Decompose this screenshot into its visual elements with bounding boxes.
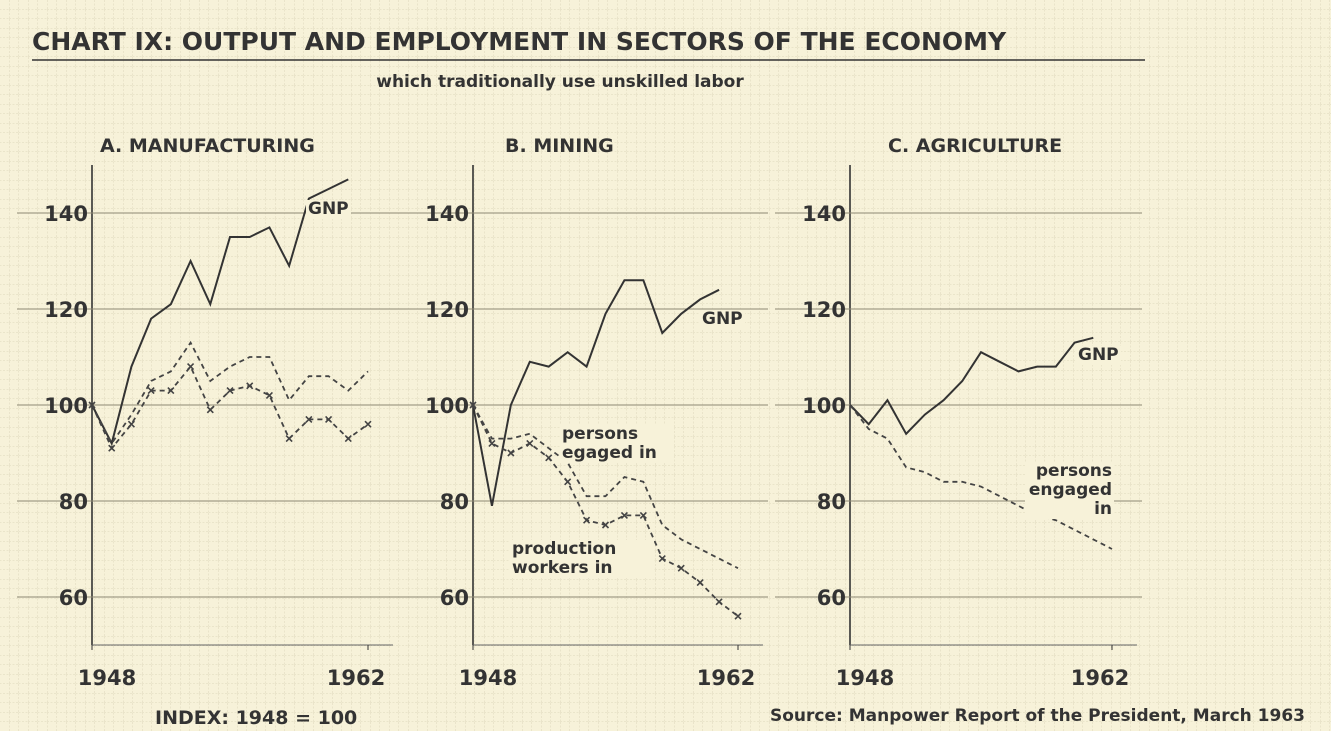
series-line [91,178,349,447]
y-tick-label: 80 [817,490,846,514]
x-marker [167,387,175,395]
x-marker [246,382,254,390]
x-marker [147,387,155,395]
panel-title: C. AGRICULTURE [888,135,1062,157]
x-tick-label: 1962 [327,666,385,690]
series-line [849,404,1113,550]
y-tick-label: 120 [44,298,88,322]
x-tick-label: 1948 [459,666,517,690]
x-marker [639,511,647,519]
x-marker [601,521,610,529]
x-marker [734,612,742,620]
x-marker [325,415,333,423]
panel-title: A. MANUFACTURING [100,135,315,157]
x-marker [583,516,591,524]
y-tick-label: 120 [425,298,469,322]
x-marker [285,435,293,443]
x-marker [715,598,723,606]
series-label: GNP [306,199,351,219]
series-label: production workers in [510,540,654,578]
series-line [472,404,739,570]
x-marker [488,439,496,447]
y-tick-label: 60 [59,586,88,610]
x-marker [620,511,628,519]
panel-title: B. MINING [505,135,614,157]
x-marker [469,401,477,409]
x-marker [108,444,116,452]
source: Source: Manpower Report of the President… [770,706,1305,726]
x-marker [344,435,352,443]
x-marker [658,555,666,563]
x-marker [88,401,96,409]
x-marker [545,454,553,462]
y-tick-label: 140 [425,202,469,226]
series-label: GNP [700,309,745,329]
x-marker [265,391,273,399]
series-line [91,340,369,446]
series-line [472,279,720,506]
y-tick-label: 140 [44,202,88,226]
x-marker [364,420,372,428]
x-marker [305,415,313,423]
x-tick-label: 1962 [1071,666,1129,690]
y-tick-label: 120 [802,298,846,322]
x-tick-label: 1948 [836,666,894,690]
series-label: GNP [1076,345,1121,365]
subtitle: which traditionally use unskilled labor [376,72,744,92]
y-tick-label: 100 [425,394,469,418]
x-tick-label: 1948 [78,666,136,690]
y-tick-label: 60 [440,586,469,610]
x-marker [507,449,515,457]
series-label: persons engaged in [1025,462,1114,519]
x-marker [564,478,572,486]
x-marker [187,363,195,371]
y-tick-label: 100 [802,394,846,418]
x-marker [696,579,704,587]
y-tick-label: 100 [44,394,88,418]
y-tick-label: 140 [802,202,846,226]
y-tick-label: 80 [59,490,88,514]
x-marker [206,406,214,414]
x-tick-label: 1962 [697,666,755,690]
chart-title: CHART IX: OUTPUT AND EMPLOYMENT IN SECTO… [32,27,1007,56]
series-line [849,336,1094,436]
x-marker [526,439,534,447]
series-label: persons egaged in [560,425,674,463]
x-marker [127,420,135,428]
y-tick-label: 80 [440,490,469,514]
y-tick-label: 60 [817,586,846,610]
x-marker [677,564,685,572]
note: INDEX: 1948 = 100 [155,707,357,729]
x-marker [226,387,234,395]
